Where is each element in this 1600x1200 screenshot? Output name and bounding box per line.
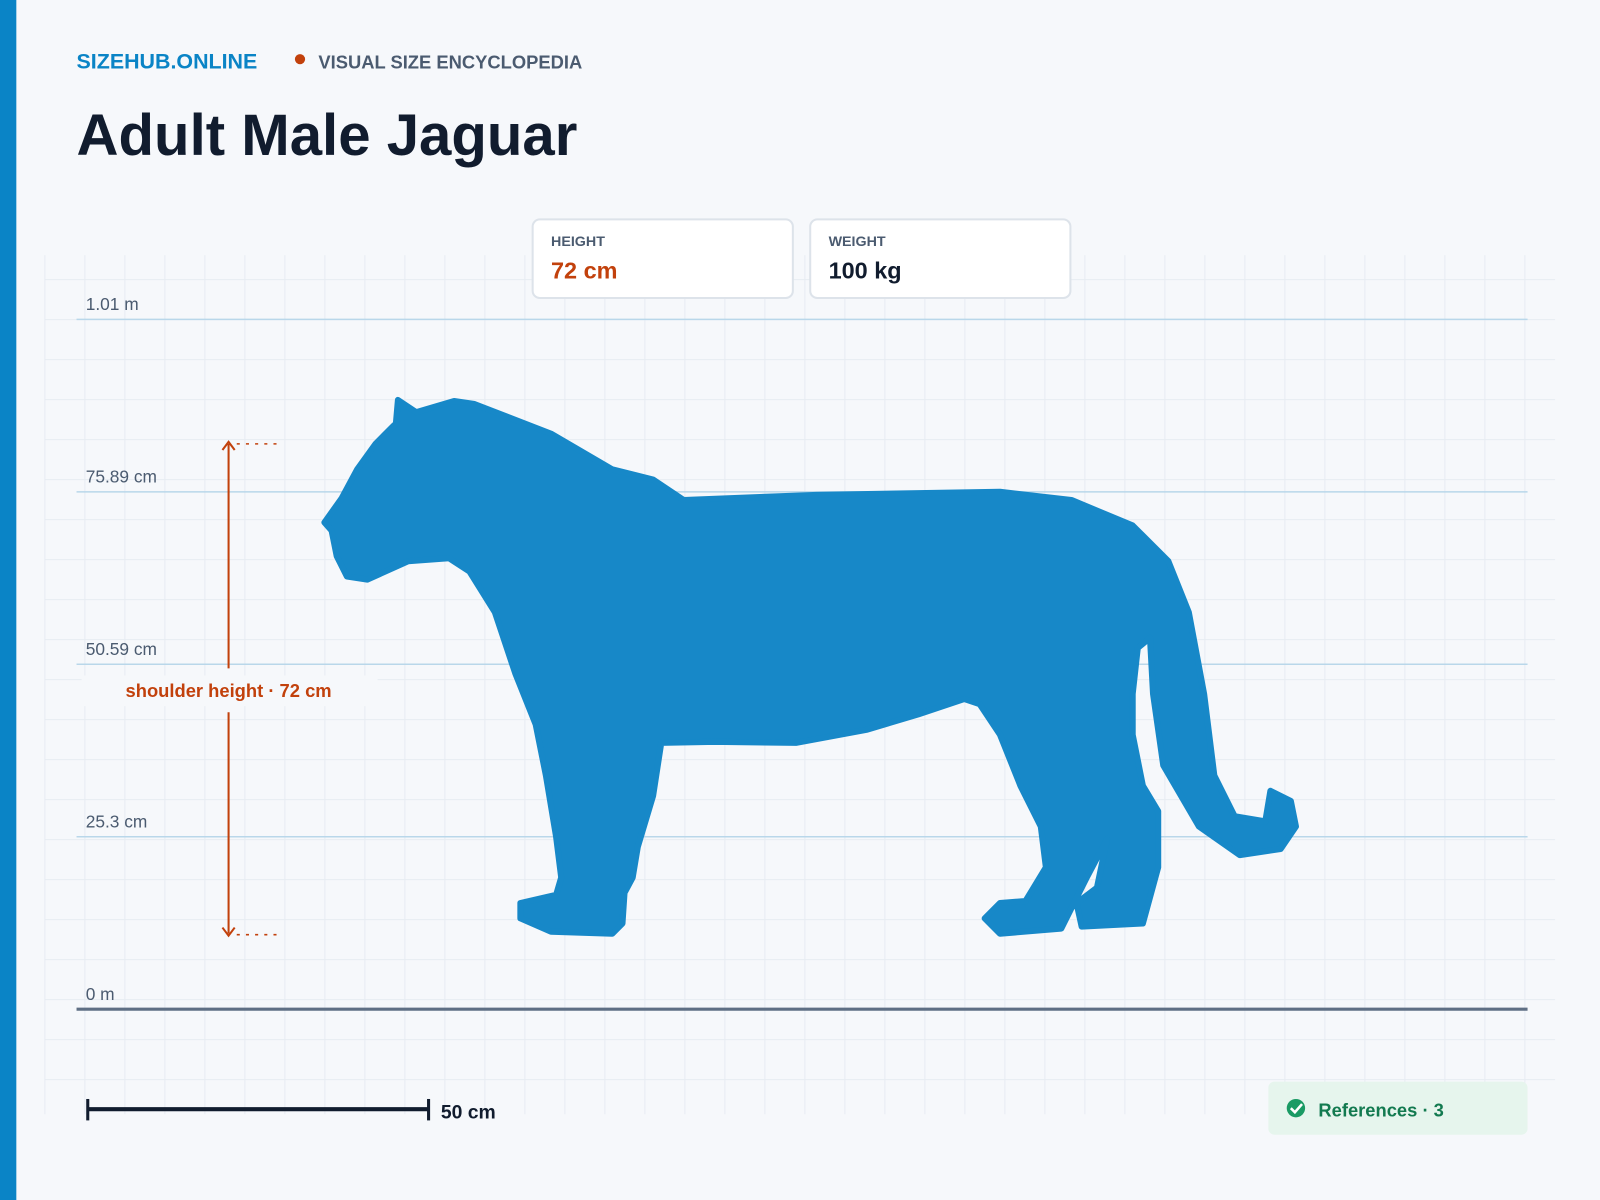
card-box <box>809 218 1072 299</box>
check-mark <box>1289 1103 1304 1115</box>
page-title: Adult Male Jaguar <box>77 103 578 168</box>
stat-value: 72 cm <box>551 258 618 284</box>
stat-value: 100 kg <box>829 258 902 284</box>
card-box <box>531 218 794 299</box>
accent-bar <box>0 0 17 1200</box>
brand: SIZEHUB.ONLINE <box>77 49 258 73</box>
references-label[interactable]: References · 3 <box>1318 1099 1444 1120</box>
tagline: VISUAL SIZE ENCYCLOPEDIA <box>318 51 582 72</box>
annotation-label: shoulder height · 72 cm <box>126 680 332 701</box>
annotation-bg <box>81 675 378 707</box>
guide-label: 75.89 cm <box>86 467 157 487</box>
scale-bar <box>86 1098 431 1121</box>
stat-card: HEIGHT 72 cm <box>531 218 794 299</box>
separator-dot <box>294 54 306 65</box>
references-badge[interactable]: References · 3 <box>1268 1081 1528 1135</box>
guide-label: 0 m <box>86 984 115 1004</box>
guide-label: 50.59 cm <box>86 639 157 659</box>
badge-bg <box>1268 1081 1528 1135</box>
height-annotation <box>221 440 282 938</box>
arrow-head <box>221 440 236 451</box>
stat-label: HEIGHT <box>551 234 605 250</box>
guide-label: 25.3 cm <box>86 812 148 832</box>
check-icon <box>1286 1098 1306 1118</box>
stat-card: WEIGHT 100 kg <box>809 218 1072 299</box>
jaguar-silhouette <box>321 396 1299 937</box>
scale-label: 50 cm <box>441 1101 496 1123</box>
stat-label: WEIGHT <box>829 234 886 250</box>
arrow-head <box>221 926 236 938</box>
guide-label: 1.01 m <box>86 294 139 314</box>
